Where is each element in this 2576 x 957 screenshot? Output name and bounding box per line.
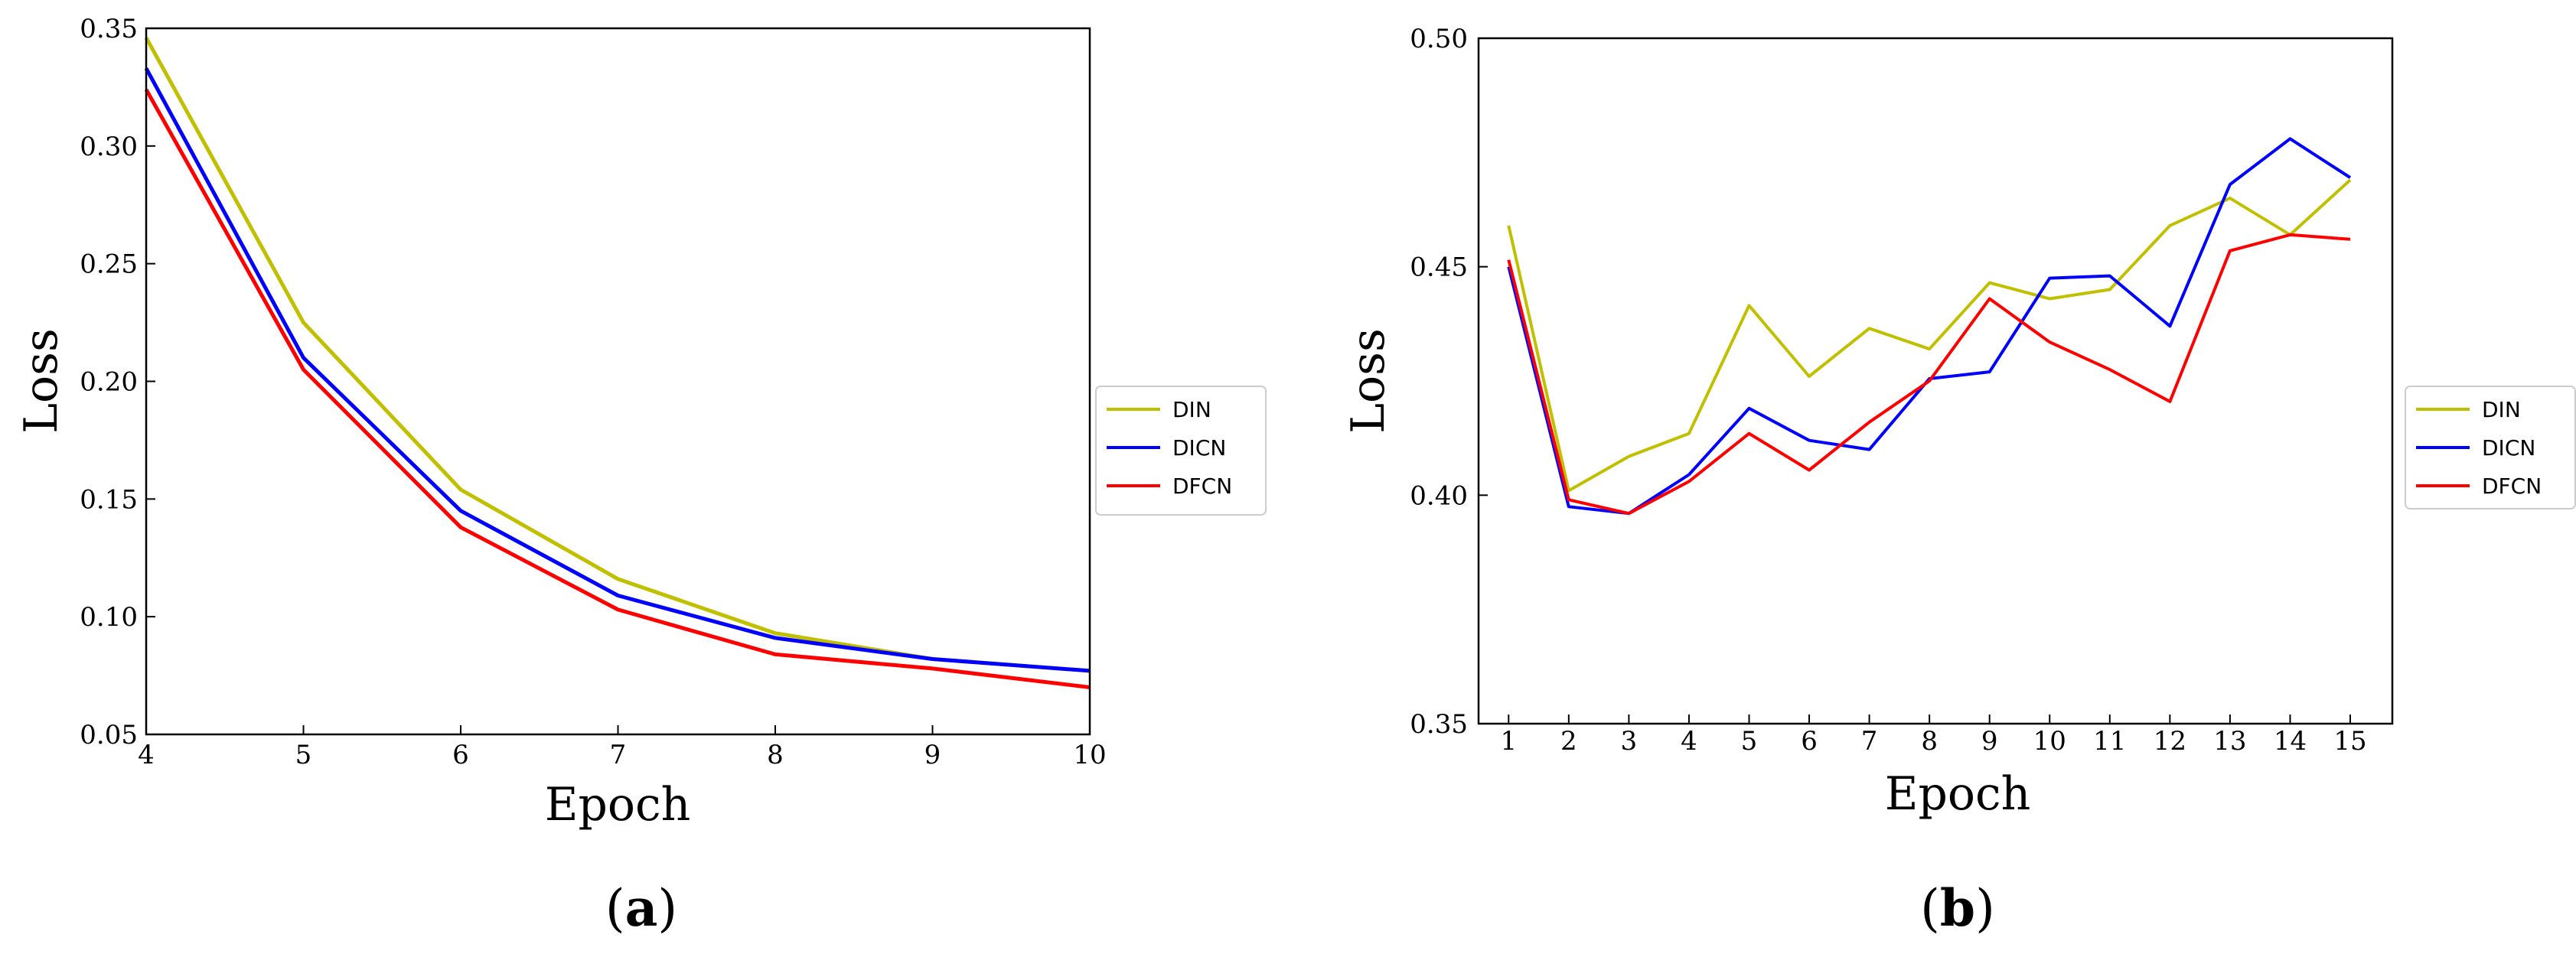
y-axis-label: Loss	[15, 328, 68, 434]
series-line-dicn	[1507, 137, 2352, 516]
x-tick-label: 10	[2033, 726, 2066, 757]
x-tick-label: 11	[2093, 726, 2126, 757]
x-tick-label: 1	[1500, 726, 1517, 757]
x-tick-label: 6	[1801, 726, 1818, 757]
series-line-dicn	[144, 67, 1091, 673]
x-tick-label: 10	[1073, 740, 1106, 770]
series-line-dfcn	[1507, 233, 2351, 516]
caption-close-paren: )	[657, 879, 677, 938]
x-tick-label: 4	[138, 740, 155, 770]
x-tick-label: 9	[1981, 726, 1998, 757]
legend-label-din: DIN	[2482, 397, 2521, 422]
caption-close-paren: )	[1975, 879, 1995, 938]
chart-a: 0.05 0.10 0.15 0.20 0.25 0.30 0.35 4 5 6 7 8 9 10 Epoc…	[15, 14, 1267, 938]
x-tick-label: 14	[2274, 726, 2307, 757]
legend-label-dicn: DICN	[1172, 435, 1226, 461]
legend-label-dicn: DICN	[2482, 435, 2535, 461]
x-tick-label: 7	[610, 740, 627, 770]
legend-box	[1095, 386, 1267, 516]
x-tick-label: 8	[767, 740, 784, 770]
legend-box	[2405, 386, 2576, 509]
y-tick-label: 0.10	[80, 602, 138, 633]
x-tick-label: 7	[1861, 726, 1878, 757]
series-line-din	[1507, 178, 2352, 493]
legend-label-dfcn: DFCN	[1172, 474, 1232, 499]
x-tick-label: 12	[2154, 726, 2186, 757]
panel-caption: (a)	[605, 878, 677, 938]
x-tick-label: 5	[295, 740, 312, 770]
series-line-din	[144, 37, 1091, 673]
plot-frame	[1477, 37, 2394, 725]
panel-caption: (b)	[1920, 878, 1995, 938]
x-tick-label: 9	[924, 740, 941, 770]
caption-open-paren: (	[605, 879, 625, 938]
y-tick-label: 0.30	[80, 132, 138, 162]
x-tick-label: 3	[1621, 726, 1638, 757]
x-tick-label: 2	[1560, 726, 1577, 757]
y-tick-label: 0.45	[1410, 252, 1468, 283]
x-tick-label: 8	[1921, 726, 1938, 757]
legend-label-din: DIN	[1172, 397, 1211, 422]
y-tick-label: 0.15	[80, 484, 138, 515]
y-tick-label: 0.20	[80, 367, 138, 398]
y-tick-label: 0.05	[80, 720, 138, 750]
y-tick-label: 0.35	[1410, 709, 1468, 740]
y-tick-label: 0.50	[1410, 24, 1468, 54]
chart-b: 0.350.400.450.501 2 3 4 5 6 7 8 9 10 11 12 13 14 15Epo…	[1342, 24, 2576, 938]
y-axis-label: Loss	[1342, 328, 1395, 434]
x-tick-label: 6	[452, 740, 469, 770]
plot-frame	[145, 27, 1091, 736]
x-tick-label: 15	[2333, 726, 2366, 757]
series-line-dfcn	[144, 88, 1091, 689]
caption-letter: a	[625, 878, 658, 938]
y-tick-label: 0.35	[80, 14, 138, 44]
y-tick-label: 0.40	[1410, 480, 1468, 511]
caption-letter: b	[1940, 878, 1975, 938]
x-axis-label: Epoch	[545, 778, 691, 832]
y-tick-label: 0.25	[80, 249, 138, 280]
x-tick-label: 4	[1681, 726, 1697, 757]
x-tick-label: 5	[1741, 726, 1758, 757]
x-axis-label: Epoch	[1885, 767, 2031, 821]
caption-open-paren: (	[1920, 879, 1940, 938]
legend-label-dfcn: DFCN	[2482, 474, 2542, 499]
x-tick-label: 13	[2213, 726, 2246, 757]
